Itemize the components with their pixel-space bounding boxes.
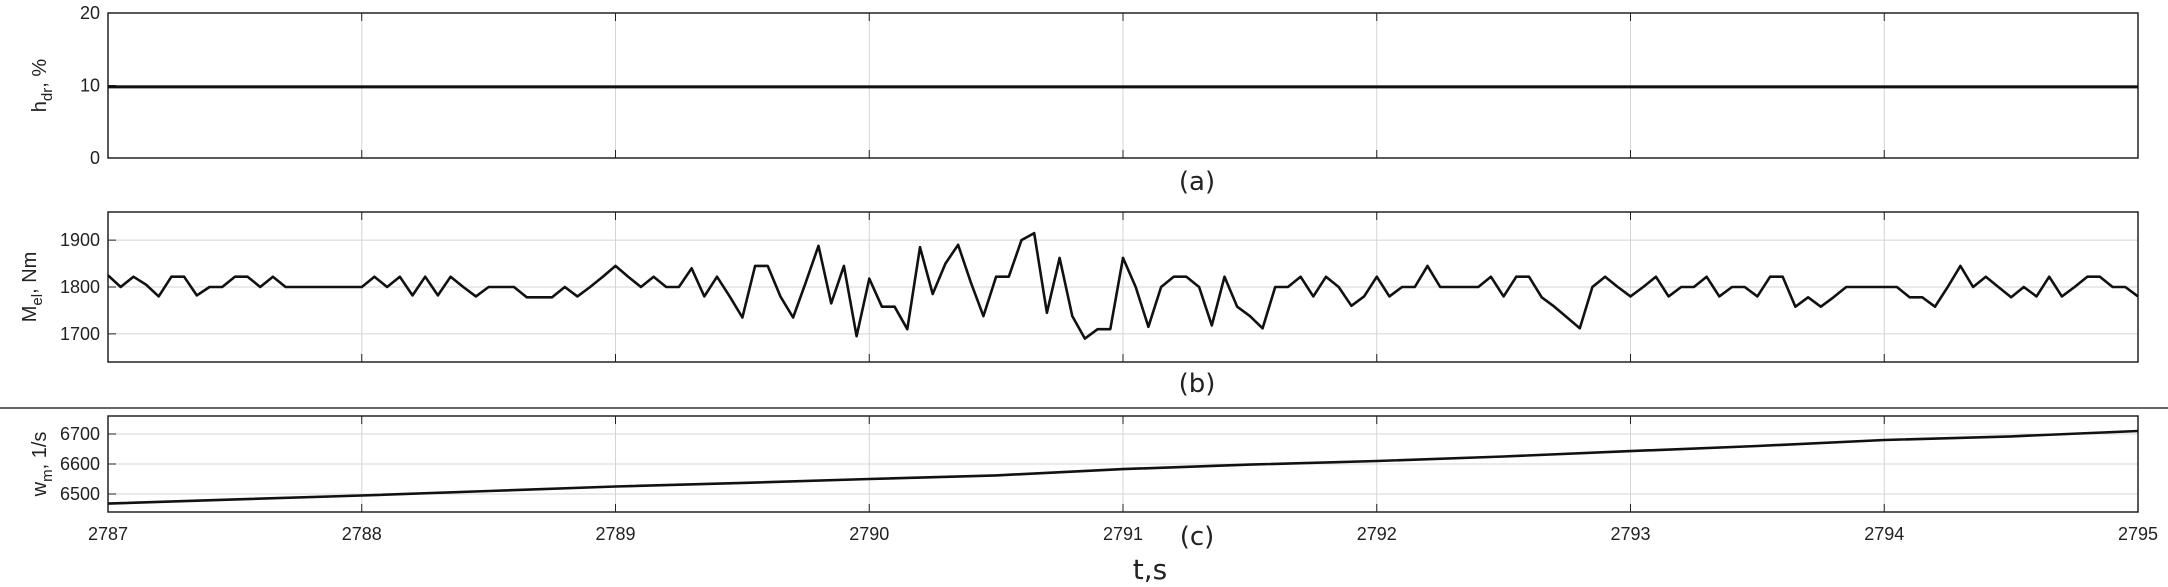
panel-c-ytick-label: 6500 xyxy=(60,484,100,504)
panel-c-ylabel-main: w xyxy=(29,481,51,497)
panel-c-ylabel-sub: m xyxy=(39,469,56,482)
panel-b-ytick-label: 1800 xyxy=(60,277,100,297)
panel-c-ylabel-unit: , 1/s xyxy=(29,432,51,470)
panel-c-xtick-label: 2795 xyxy=(2118,524,2158,544)
panel-c-xtick-label: 2791 xyxy=(1103,524,1143,544)
panel-a-ytick-label: 10 xyxy=(80,76,100,96)
panel-c-axes-box xyxy=(107,415,2139,513)
panel-c-xtick-label: 2789 xyxy=(595,524,635,544)
panel-c-xtick-label: 2794 xyxy=(1864,524,1904,544)
panel-c-ylabel: wm, 1/s xyxy=(29,432,56,498)
panel-c-label: (c) xyxy=(1180,522,1215,552)
panel-c-ytick-label: 6600 xyxy=(60,454,100,474)
panel-c-xtick-label: 2788 xyxy=(342,524,382,544)
panel-b-ylabel-unit: , Nm xyxy=(19,252,41,294)
panel-c-ytick-label: 6700 xyxy=(60,424,100,444)
panel-b-ylabel: Mel, Nm xyxy=(19,252,46,323)
panel-a-ylabel-sub: dr xyxy=(39,88,56,101)
panel-c-xtick-label: 2790 xyxy=(849,524,889,544)
panel-b-label: (b) xyxy=(1179,369,1216,399)
panel-a-label: (a) xyxy=(1179,167,1215,197)
panel-c-xtick-label: 2792 xyxy=(1357,524,1397,544)
panel-b-series-line xyxy=(107,231,2139,340)
panel-b-axes-box xyxy=(107,211,2139,363)
panel-a-ylabel: hdr, % xyxy=(29,59,56,113)
panel-a-ytick-label: 20 xyxy=(80,3,100,23)
x-axis-label: t,s xyxy=(1133,553,1167,586)
panel-a-ylabel-main: h xyxy=(29,101,51,112)
panel-b-ylabel-sub: el xyxy=(29,294,46,306)
panel-b-ytick-label: 1900 xyxy=(60,230,100,250)
panel-b-ylabel-main: M xyxy=(19,306,41,323)
panel-c-xtick-label: 2787 xyxy=(88,524,128,544)
panel-c-xtick-label: 2793 xyxy=(1610,524,1650,544)
panel-c-series-line xyxy=(107,429,2139,505)
panel-a-ylabel-unit: , % xyxy=(29,59,51,88)
panel-b-ytick-label: 1700 xyxy=(60,324,100,344)
panel-a-ytick-label: 0 xyxy=(90,148,100,168)
